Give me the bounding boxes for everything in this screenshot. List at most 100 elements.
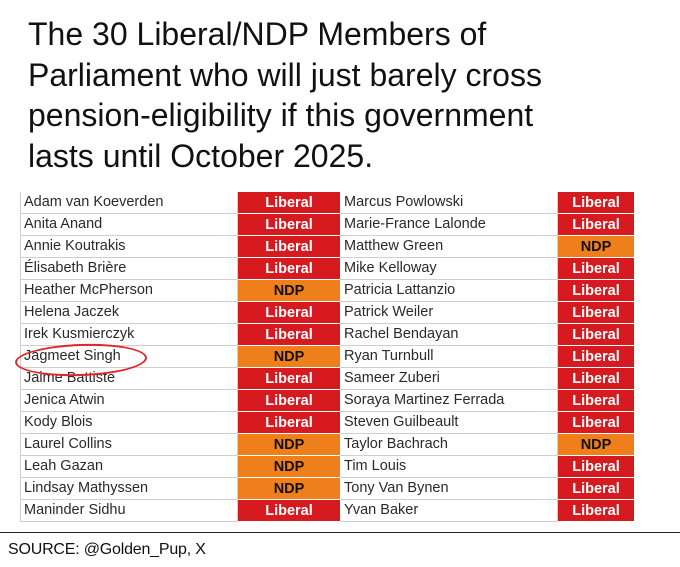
mp-name: Tim Louis xyxy=(340,456,558,478)
mp-name: Taylor Bachrach xyxy=(340,434,558,456)
mp-name: Rachel Bendayan xyxy=(340,324,558,346)
mp-name: Lindsay Mathyssen xyxy=(20,478,238,500)
mp-name: Jenica Atwin xyxy=(20,390,238,412)
party-badge: Liberal xyxy=(238,236,340,258)
mp-name: Patricia Lattanzio xyxy=(340,280,558,302)
headline-line: Parliament who will just barely cross xyxy=(28,56,542,93)
table-row: Rachel Bendayan Liberal xyxy=(340,324,660,346)
row-spacer xyxy=(634,478,660,500)
mp-name: Matthew Green xyxy=(340,236,558,258)
table-row: Soraya Martinez Ferrada Liberal xyxy=(340,390,660,412)
table-row: Sameer Zuberi Liberal xyxy=(340,368,660,390)
party-badge: Liberal xyxy=(238,214,340,236)
table-row: Heather McPherson NDP xyxy=(20,280,340,302)
party-badge: Liberal xyxy=(238,412,340,434)
table-row: Mike Kelloway Liberal xyxy=(340,258,660,280)
row-spacer xyxy=(634,258,660,280)
party-badge: Liberal xyxy=(558,258,634,280)
table-row: Matthew Green NDP xyxy=(340,236,660,258)
table-row: Irek Kusmierczyk Liberal xyxy=(20,324,340,346)
row-spacer xyxy=(634,368,660,390)
row-spacer xyxy=(634,302,660,324)
party-badge: Liberal xyxy=(558,412,634,434)
mp-name: Annie Koutrakis xyxy=(20,236,238,258)
party-badge: Liberal xyxy=(238,368,340,390)
table-row: Marie-France Lalonde Liberal xyxy=(340,214,660,236)
mp-name: Maninder Sidhu xyxy=(20,500,238,522)
party-badge: Liberal xyxy=(558,324,634,346)
mp-name: Helena Jaczek xyxy=(20,302,238,324)
table-row: Steven Guilbeault Liberal xyxy=(340,412,660,434)
table-row: Lindsay Mathyssen NDP xyxy=(20,478,340,500)
party-badge: Liberal xyxy=(558,346,634,368)
row-spacer xyxy=(634,324,660,346)
party-badge: NDP xyxy=(238,456,340,478)
table-row: Annie Koutrakis Liberal xyxy=(20,236,340,258)
row-spacer xyxy=(634,434,660,456)
party-badge: NDP xyxy=(238,478,340,500)
table-row: Ryan Turnbull Liberal xyxy=(340,346,660,368)
party-badge: Liberal xyxy=(558,456,634,478)
mp-name: Marcus Powlowski xyxy=(340,192,558,214)
party-badge: Liberal xyxy=(558,214,634,236)
row-spacer xyxy=(634,390,660,412)
party-badge: Liberal xyxy=(558,500,634,522)
headline-line: pension-eligibility if this government xyxy=(28,97,534,133)
table-row: Jenica Atwin Liberal xyxy=(20,390,340,412)
table-row: Marcus Powlowski Liberal xyxy=(340,192,660,214)
table-row: Élisabeth Brière Liberal xyxy=(20,258,340,280)
mp-name: Mike Kelloway xyxy=(340,258,558,280)
party-badge: Liberal xyxy=(558,302,634,324)
row-spacer xyxy=(634,214,660,236)
mp-name: Ryan Turnbull xyxy=(340,346,558,368)
mp-name: Irek Kusmierczyk xyxy=(20,324,238,346)
table-row: Tony Van Bynen Liberal xyxy=(340,478,660,500)
mp-name: Tony Van Bynen xyxy=(340,478,558,500)
table-row: Patricia Lattanzio Liberal xyxy=(340,280,660,302)
table-row: Jaime Battiste Liberal xyxy=(20,368,340,390)
row-spacer xyxy=(634,280,660,302)
party-badge: Liberal xyxy=(558,192,634,214)
mp-name: Steven Guilbeault xyxy=(340,412,558,434)
table-row: Leah Gazan NDP xyxy=(20,456,340,478)
party-badge: NDP xyxy=(558,236,634,258)
mp-name: Laurel Collins xyxy=(20,434,238,456)
table-row: Adam van Koeverden Liberal xyxy=(20,192,340,214)
mp-name: Kody Blois xyxy=(20,412,238,434)
mp-name: Sameer Zuberi xyxy=(340,368,558,390)
mp-name: Jaime Battiste xyxy=(20,368,238,390)
headline-line: lasts until October 2025. xyxy=(28,137,374,174)
mp-name: Marie-France Lalonde xyxy=(340,214,558,236)
source-caption: SOURCE: @Golden_Pup, X xyxy=(0,532,680,567)
party-badge: NDP xyxy=(238,280,340,302)
mp-table: Adam van Koeverden Liberal Anita Anand Libe… xyxy=(20,192,660,522)
party-badge: Liberal xyxy=(238,192,340,214)
mp-name: Heather McPherson xyxy=(20,280,238,302)
table-row: Taylor Bachrach NDP xyxy=(340,434,660,456)
table-row: Anita Anand Liberal xyxy=(20,214,340,236)
row-spacer xyxy=(634,236,660,258)
mp-name: Anita Anand xyxy=(20,214,238,236)
table-row: Patrick Weiler Liberal xyxy=(340,302,660,324)
row-spacer xyxy=(634,346,660,368)
mp-name: Élisabeth Brière xyxy=(20,258,238,280)
party-badge: Liberal xyxy=(238,390,340,412)
party-badge: Liberal xyxy=(558,280,634,302)
party-badge: NDP xyxy=(238,346,340,368)
mp-table-right-column: Marcus Powlowski Liberal Marie-France Lalo… xyxy=(340,192,660,522)
party-badge: Liberal xyxy=(558,478,634,500)
row-spacer xyxy=(634,500,660,522)
row-spacer xyxy=(634,456,660,478)
mp-name: Patrick Weiler xyxy=(340,302,558,324)
table-row: Jagmeet Singh NDP xyxy=(20,346,340,368)
party-badge: Liberal xyxy=(238,500,340,522)
headline-line: The 30 Liberal/NDP Members of xyxy=(28,16,487,52)
row-spacer xyxy=(634,412,660,434)
table-row: Kody Blois Liberal xyxy=(20,412,340,434)
table-row: Maninder Sidhu Liberal xyxy=(20,500,340,522)
party-badge: Liberal xyxy=(558,390,634,412)
party-badge: Liberal xyxy=(238,324,340,346)
row-spacer xyxy=(634,192,660,214)
party-badge: NDP xyxy=(558,434,634,456)
table-row: Helena Jaczek Liberal xyxy=(20,302,340,324)
